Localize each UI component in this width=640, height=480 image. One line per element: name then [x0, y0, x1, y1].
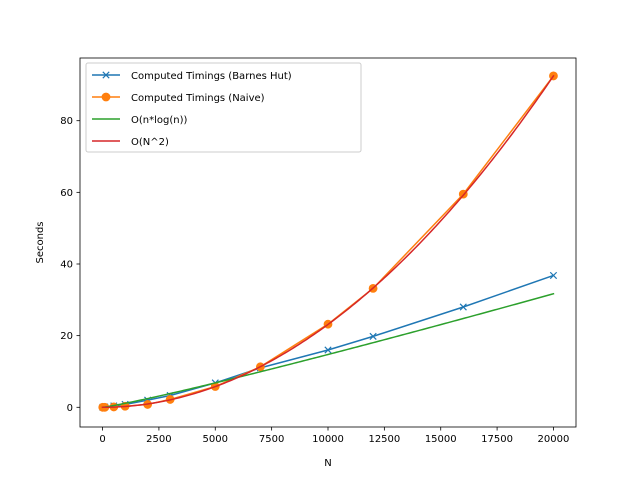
y-tick-label: 80 — [60, 116, 73, 127]
data-point — [549, 271, 558, 280]
x-tick-label: 10000 — [312, 434, 344, 445]
series-o-n-2 — [101, 74, 555, 409]
x-tick-label: 0 — [99, 434, 105, 445]
x-tick-label: 17500 — [481, 434, 513, 445]
y-tick-label: 0 — [67, 403, 73, 414]
y-tick-label: 40 — [60, 259, 73, 270]
series-line — [101, 74, 555, 409]
x-tick-label: 7500 — [259, 434, 284, 445]
y-tick-label: 20 — [60, 331, 73, 342]
legend-label: O(N^2) — [131, 137, 169, 148]
series-o-n-log-n — [101, 292, 555, 409]
x-tick-label: 20000 — [538, 434, 570, 445]
series-line — [101, 292, 555, 409]
x-tick-label: 5000 — [203, 434, 228, 445]
legend-frame — [85, 62, 362, 153]
data-point — [369, 332, 377, 340]
x-tick-label: 12500 — [368, 434, 400, 445]
x-tick-label: 2500 — [146, 434, 171, 445]
legend-marker — [102, 71, 110, 79]
x-tick-label: 15000 — [425, 434, 457, 445]
legend-label: Computed Timings (Barnes Hut) — [131, 71, 292, 82]
legend-label: O(n*log(n)) — [131, 115, 187, 126]
legend-label: Computed Timings (Naive) — [131, 93, 265, 104]
legend-entry: O(N^2) — [92, 137, 169, 148]
y-tick-label: 60 — [60, 188, 73, 199]
legend-entry: Computed Timings (Barnes Hut) — [92, 71, 292, 82]
x-axis-label: N — [324, 458, 331, 469]
data-point — [459, 303, 467, 311]
legend-marker — [101, 92, 111, 102]
legend-entry: Computed Timings (Naive) — [92, 92, 265, 104]
legend-entry: O(n*log(n)) — [92, 115, 187, 126]
legend: Computed Timings (Barnes Hut) Computed Ti… — [85, 62, 362, 153]
x-axis: 0 2500 5000 7500 10000 12500 15000 17500 20000 — [99, 427, 569, 445]
data-point — [324, 346, 332, 354]
y-axis-label: Seconds — [35, 221, 46, 263]
y-axis: 0 20 40 60 80 — [60, 116, 80, 414]
plot-area — [98, 71, 558, 412]
